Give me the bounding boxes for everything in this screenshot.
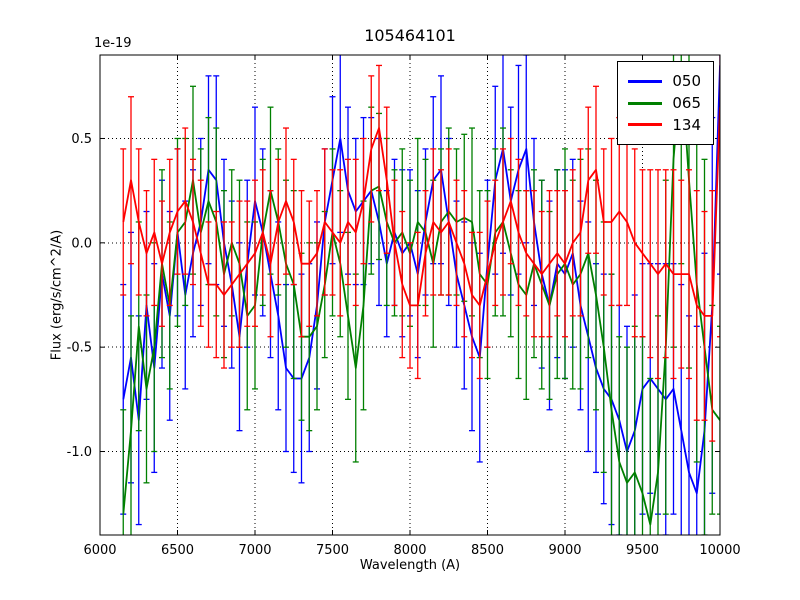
- x-tick-label: 6000: [83, 543, 116, 558]
- x-tick-label: 7500: [316, 543, 349, 558]
- legend-entry-134: 134: [628, 116, 701, 135]
- chart-title: 105464101: [364, 26, 456, 45]
- x-tick-label: 8500: [471, 543, 504, 558]
- legend-line-red-icon: [628, 123, 663, 127]
- y-tick-label: 0.0: [71, 236, 92, 251]
- legend: 050 065 134: [617, 61, 714, 146]
- y-tick-label: 0.5: [71, 132, 92, 147]
- legend-line-green-icon: [628, 101, 663, 105]
- x-tick-label: 6500: [161, 543, 194, 558]
- legend-label-065: 065: [672, 93, 701, 112]
- series-134: [120, 55, 720, 442]
- legend-entry-065: 065: [628, 94, 701, 113]
- y-tick-label: -0.5: [67, 341, 92, 356]
- y-axis-label: Flux (erg/s/cm^2/A): [49, 229, 65, 361]
- x-tick-label: 10000: [699, 543, 740, 558]
- x-tick-label: 7000: [238, 543, 271, 558]
- legend-label-050: 050: [672, 72, 701, 90]
- legend-line-blue-icon: [628, 79, 663, 83]
- x-axis-label: Wavelength (A): [359, 558, 461, 573]
- y-axis-offset-text: 1e-19: [94, 36, 132, 51]
- x-tick-label: 9000: [548, 543, 581, 558]
- x-tick-label: 8000: [393, 543, 426, 558]
- x-tick-label: 9500: [626, 543, 659, 558]
- legend-entry-050: 050: [628, 72, 701, 91]
- y-tick-label: -1.0: [67, 445, 92, 460]
- legend-label-134: 134: [672, 115, 701, 134]
